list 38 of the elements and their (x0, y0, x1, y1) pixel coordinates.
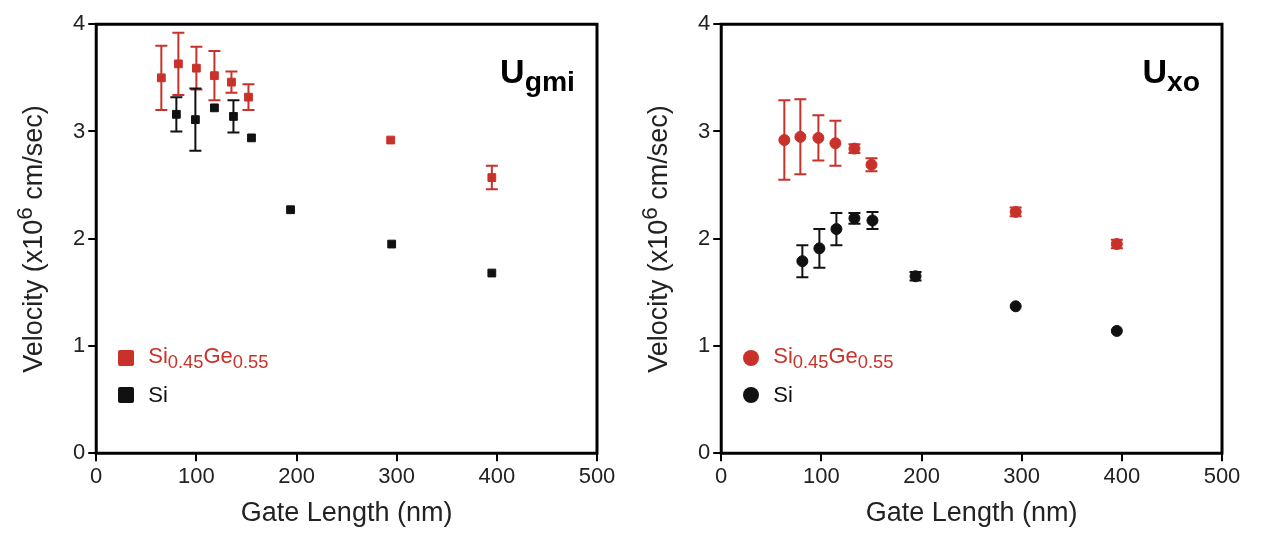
x-tick-label: 200 (278, 463, 315, 489)
legend-label: Si$_{0.45}$Ge$_{0.55}$ (148, 343, 269, 374)
x-tick-label: 300 (1003, 463, 1041, 489)
x-tick-label: 400 (1103, 463, 1141, 489)
annotation: U$_{xo}$ (1142, 52, 1200, 98)
point (1009, 300, 1022, 313)
y-tick-label: 0 (697, 439, 711, 465)
x-tick-label: 300 (378, 463, 416, 489)
y-tick-label: 0 (72, 439, 86, 465)
annotation: U$_{gmi}$ (500, 52, 575, 98)
x-axis-title: Gate Length (nm) (865, 497, 1078, 528)
point (286, 205, 295, 215)
point (247, 133, 256, 143)
point (210, 103, 219, 113)
y-tick-label: 2 (697, 224, 711, 250)
x-tick-label: 500 (1203, 463, 1241, 489)
point (387, 239, 397, 249)
x-tick-label: 500 (578, 463, 616, 489)
x-tick-label: 0 (715, 463, 728, 489)
x-tick-label: 400 (478, 463, 516, 489)
point (487, 268, 497, 278)
x-tick-label: 100 (178, 463, 215, 489)
x-axis-title: Gate Length (nm) (240, 497, 453, 528)
point (1110, 324, 1123, 337)
y-tick-label: 3 (72, 117, 86, 143)
y-tick-label: 2 (72, 224, 86, 250)
y-tick-label: 3 (697, 117, 711, 143)
y-tick-label: 4 (72, 10, 86, 36)
x-tick-label: 100 (803, 463, 840, 489)
x-tick-label: 200 (903, 463, 940, 489)
legend-label: Si (773, 381, 793, 408)
y-tick-label: 1 (697, 332, 711, 358)
x-tick-label: 0 (90, 463, 103, 489)
legend-label: Si (148, 381, 168, 408)
y-tick-label: 1 (72, 332, 86, 358)
y-tick-label: 4 (697, 10, 711, 36)
legend-label: Si$_{0.45}$Ge$_{0.55}$ (773, 343, 894, 374)
point (386, 135, 396, 145)
